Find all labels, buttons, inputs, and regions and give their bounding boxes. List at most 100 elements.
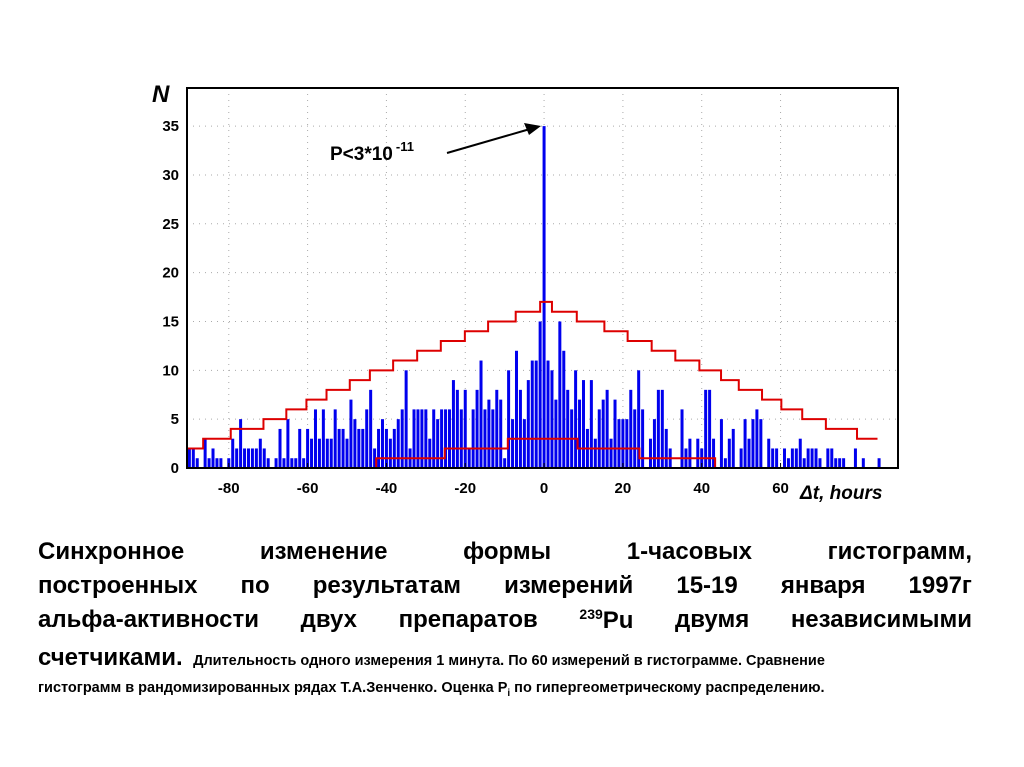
histogram-bar (447, 409, 451, 468)
y-tick-label: 25 (162, 216, 179, 233)
step-lines (187, 300, 878, 468)
caption-word: Pu (602, 607, 634, 634)
histogram-bar (467, 448, 471, 468)
histogram-bar (239, 419, 243, 468)
histogram-bar (731, 428, 735, 468)
histogram-bar (436, 419, 440, 468)
histogram-bar (818, 458, 822, 468)
lower-step-line (375, 437, 717, 468)
histogram-bar (617, 419, 621, 468)
histogram-bar (641, 409, 645, 468)
histogram-bar (420, 409, 424, 468)
histogram-bar (522, 419, 526, 468)
histogram-bar (483, 409, 487, 468)
histogram-bar (432, 409, 436, 468)
histogram-bar (278, 428, 282, 468)
histogram-bar (534, 360, 538, 468)
histogram-bar (491, 409, 495, 468)
isotope-superscript: 239 (579, 606, 603, 622)
plot-frame (186, 87, 899, 469)
x-axis-label: Δt, hours (799, 483, 882, 504)
histogram-bar (463, 389, 467, 468)
upper-step-line (187, 300, 878, 450)
histogram-bar (325, 438, 329, 468)
histogram-bar (503, 458, 507, 468)
histogram-bar (648, 438, 652, 468)
histogram-bar (243, 448, 247, 468)
histogram-bar (329, 438, 333, 468)
histogram-bar (400, 409, 404, 468)
caption-line-2: построенных по результатам измерений 15-19 ян… (38, 572, 972, 600)
histogram-bar (550, 370, 554, 468)
histogram-bar (621, 419, 625, 468)
histogram-bar (609, 438, 613, 468)
histogram-bar (428, 438, 432, 468)
histogram-bar (656, 389, 660, 468)
histogram-bar (349, 399, 353, 468)
caption-word: измерений (504, 572, 634, 599)
annotation-arrow-shaft (446, 128, 531, 154)
histogram-bar (771, 448, 775, 468)
histogram-bar (274, 458, 278, 468)
histogram-bar (759, 419, 763, 468)
histogram-bar (652, 419, 656, 468)
histogram-bar (814, 448, 818, 468)
x-tick-label: 20 (615, 480, 632, 497)
histogram-bar (562, 350, 566, 468)
caption-word: по (240, 572, 270, 599)
caption-line-5: гистограмм в рандомизированных рядах Т.А… (38, 680, 972, 699)
histogram-bar (286, 419, 290, 468)
x-tick-label: -20 (454, 480, 476, 497)
histogram-bar (581, 380, 585, 468)
histogram-bar (810, 448, 814, 468)
histogram-bar (377, 428, 381, 468)
x-tick-label: 0 (540, 480, 548, 497)
histogram-bar (250, 448, 254, 468)
histogram-bar (207, 458, 211, 468)
histogram-bar (499, 399, 503, 468)
histogram-bar (558, 321, 562, 468)
histogram-bar (404, 370, 408, 468)
histogram-bar (747, 438, 751, 468)
annotation-exponent: -11 (396, 139, 414, 154)
histogram-bar (853, 448, 857, 468)
histogram-bar (191, 448, 195, 468)
y-tick-label: 30 (162, 167, 179, 184)
histogram-bar (739, 448, 743, 468)
caption-word: независимыми (790, 606, 972, 633)
histogram-bar (680, 409, 684, 468)
histogram-bar (337, 428, 341, 468)
histogram-bar (203, 438, 207, 468)
histogram-bar (664, 428, 668, 468)
x-tick-label: -60 (297, 480, 319, 497)
annotation-base: P<3*10 (330, 144, 393, 165)
histogram-bar (219, 458, 223, 468)
histogram-bar (424, 409, 428, 468)
y-tick-label: 35 (162, 118, 179, 135)
histogram-bar (388, 438, 392, 468)
histogram-bar (782, 448, 786, 468)
histogram-bar (826, 448, 830, 468)
histogram-bar (266, 458, 270, 468)
histogram-bar (751, 419, 755, 468)
histogram-bar (578, 399, 582, 468)
histogram-bar (306, 428, 310, 468)
histogram-bar (479, 360, 483, 468)
histogram-bar (475, 389, 479, 468)
histogram-bar (633, 409, 637, 468)
histogram-bar (487, 399, 491, 468)
x-tick-label: 40 (693, 480, 710, 497)
histogram-bar (597, 409, 601, 468)
y-tick-label: 15 (162, 313, 179, 330)
caption-word: 1-часовых (626, 538, 752, 565)
caption-word: января (780, 572, 866, 599)
histogram-bar (384, 428, 388, 468)
histogram-bar (211, 448, 215, 468)
subscript: i (507, 687, 511, 699)
histogram-bar (723, 458, 727, 468)
histogram-bar (254, 448, 258, 468)
caption-word: 1997г (908, 572, 972, 599)
caption-word: гистограмм, (827, 538, 972, 565)
histogram-bar (593, 438, 597, 468)
histogram-bar (601, 399, 605, 468)
